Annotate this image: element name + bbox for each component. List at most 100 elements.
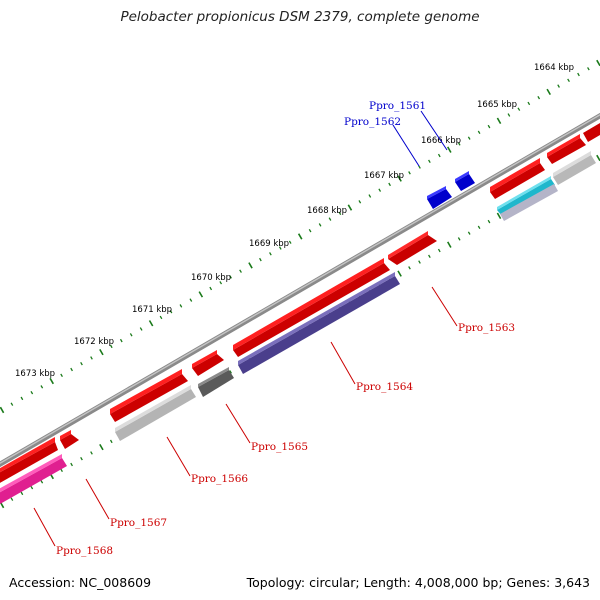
gene-1561-top [455, 171, 469, 182]
outer-tick [278, 246, 282, 250]
inner-tick [496, 212, 502, 219]
inner-tick [80, 456, 83, 461]
inner-tick [428, 254, 431, 259]
outer-tick [477, 130, 481, 135]
kbp-label-1665: 1665 kbp [477, 100, 517, 110]
outer-tick [40, 385, 44, 389]
cds-1566[interactable] [115, 389, 196, 441]
cds-gray-right-2-top [553, 151, 591, 177]
inner-tick [229, 370, 232, 374]
cds-1566-top [115, 385, 191, 432]
cds-cyan[interactable] [497, 179, 555, 216]
inner-tick [447, 241, 452, 248]
inner-tick [457, 237, 461, 241]
kbp-label-1671: 1671 kbp [132, 305, 172, 315]
cds-1565[interactable] [198, 370, 234, 397]
outer-tick [467, 136, 471, 140]
outer-tick [259, 257, 262, 262]
gene-label-1561[interactable]: Ppro_1561 [369, 100, 426, 112]
outer-tick [328, 217, 332, 221]
outer-tick [80, 361, 83, 366]
inner-tick [70, 462, 73, 467]
outer-tick [288, 240, 292, 244]
gene-1565[interactable] [192, 354, 224, 376]
inner-tick [99, 443, 104, 451]
gene-1566[interactable] [110, 374, 188, 422]
accession-text: Accession: NC_008609 [9, 575, 152, 590]
outer-tick [60, 373, 63, 378]
inner-tick [90, 451, 93, 455]
outer-tick [99, 348, 104, 356]
outer-tick [169, 309, 173, 314]
cds-cyan-top [497, 176, 551, 210]
gene-label-1565[interactable]: Ppro_1565 [251, 441, 308, 453]
outer-tick [308, 228, 312, 233]
outer-tick [358, 200, 362, 204]
gene-1567[interactable] [60, 434, 79, 449]
gene-1563-top [388, 231, 428, 259]
outer-tick [537, 95, 541, 100]
outer-tick [119, 338, 123, 343]
outer-tick [30, 390, 34, 395]
outer-tick [70, 367, 73, 372]
outer-tick [338, 211, 342, 216]
gene-label-1564[interactable]: Ppro_1564 [356, 381, 413, 393]
outer-tick [527, 101, 531, 106]
leader-1565 [225, 403, 251, 444]
cds-1564[interactable] [238, 276, 400, 374]
outer-tick [567, 78, 570, 83]
leader-1566 [166, 436, 191, 477]
leader-1561 [420, 110, 448, 151]
cds-1564-top [238, 272, 395, 365]
outer-tick [209, 286, 213, 291]
inner-tick [437, 248, 441, 253]
cds-gray-right-1[interactable] [500, 184, 558, 221]
gene-red-right-2[interactable] [547, 138, 586, 164]
cds-gray-right-2[interactable] [553, 155, 596, 185]
outer-tick [397, 175, 402, 182]
outer-tick [347, 204, 353, 211]
gene-red-right-1[interactable] [490, 163, 545, 199]
outer-tick [139, 327, 143, 331]
kbp-label-1670: 1670 kbp [191, 273, 231, 283]
outer-tick [49, 377, 54, 385]
outer-tick [428, 159, 431, 164]
outer-tick [408, 171, 411, 175]
leader-1563 [431, 286, 458, 327]
gene-1561[interactable] [455, 174, 475, 191]
outer-tick [20, 396, 24, 401]
gene-label-1562[interactable]: Ppro_1562 [344, 116, 401, 128]
gene-1565-top [192, 350, 217, 368]
inner-tick [397, 270, 402, 277]
gene-label-1568[interactable]: Ppro_1568 [56, 545, 113, 557]
outer-tick [129, 333, 133, 337]
cds-1568[interactable] [0, 458, 67, 504]
gene-1564-top [233, 258, 384, 350]
outer-tick [368, 194, 372, 198]
gene-1562[interactable] [427, 189, 452, 209]
gene-1564[interactable] [233, 263, 390, 357]
inner-tick [10, 497, 14, 501]
gene-label-1566[interactable]: Ppro_1566 [191, 473, 248, 485]
kbp-label-1664: 1664 kbp [534, 63, 574, 73]
inner-tick [109, 439, 113, 444]
outer-tick [517, 107, 521, 111]
blue-leader-lines [392, 110, 448, 167]
outer-tick [189, 298, 193, 302]
gene-1562-top [427, 186, 446, 199]
gene-label-1563[interactable]: Ppro_1563 [458, 322, 515, 334]
gene-1568[interactable] [0, 442, 58, 484]
gene-red-right-1-top [490, 158, 540, 192]
outer-tick [577, 72, 580, 77]
outer-tick [269, 252, 272, 256]
outer-tick [159, 315, 163, 320]
inner-tick [408, 266, 411, 270]
outer-tick [507, 113, 511, 117]
cds-track [0, 151, 596, 504]
gene-red-right-3[interactable] [583, 123, 600, 142]
gene-1563[interactable] [388, 235, 437, 265]
gene-label-1567[interactable]: Ppro_1567 [110, 517, 167, 529]
outer-tick [457, 142, 461, 146]
